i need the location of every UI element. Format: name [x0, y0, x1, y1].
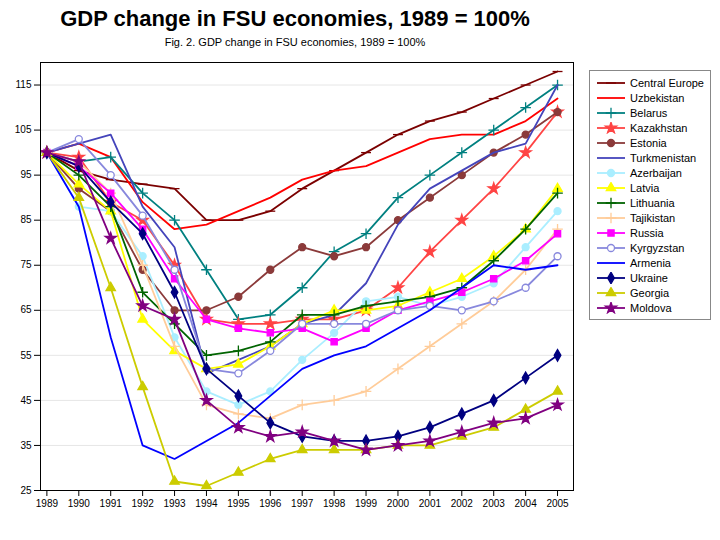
- svg-text:1990: 1990: [68, 498, 91, 509]
- svg-text:45: 45: [20, 395, 32, 406]
- svg-text:1995: 1995: [227, 498, 250, 509]
- svg-text:1997: 1997: [291, 498, 314, 509]
- svg-text:2004: 2004: [515, 498, 538, 509]
- svg-text:85: 85: [20, 214, 32, 225]
- html-text:Georgia: Georgia: [630, 286, 670, 299]
- svg-text:2002: 2002: [451, 498, 474, 509]
- html-text:Uzbekistan: Uzbekistan: [630, 91, 685, 104]
- svg-text:55: 55: [20, 350, 32, 361]
- html-text:Belarus: Belarus: [630, 106, 668, 119]
- svg-text:25: 25: [20, 485, 32, 496]
- svg-text:1993: 1993: [163, 498, 186, 509]
- svg-text:1991: 1991: [100, 498, 123, 509]
- html-text:Kyrgyzstan: Kyrgyzstan: [630, 241, 685, 254]
- html-text:Turkmenistan: Turkmenistan: [630, 151, 697, 164]
- svg-text:2000: 2000: [387, 498, 410, 509]
- html-text:Azerbaijan: Azerbaijan: [630, 166, 682, 179]
- html-text:Ukraine: Ukraine: [630, 271, 668, 284]
- html-text:Kazakhstan: Kazakhstan: [630, 121, 688, 134]
- html-text:Armenia: Armenia: [630, 256, 671, 269]
- html-text:Latvia: Latvia: [630, 181, 660, 194]
- svg-text:1998: 1998: [323, 498, 346, 509]
- html-text:Estonia: Estonia: [630, 136, 667, 149]
- html-text:Central Europe: Central Europe: [630, 76, 704, 89]
- html-text:Tajikistan: Tajikistan: [630, 211, 676, 224]
- html-text:Lithuania: Lithuania: [630, 196, 675, 209]
- svg-text:2003: 2003: [483, 498, 506, 509]
- svg-text:115: 115: [16, 79, 32, 90]
- svg-text:95: 95: [20, 169, 32, 180]
- svg-text:1989: 1989: [36, 498, 59, 509]
- svg-text:75: 75: [20, 259, 32, 270]
- svg-text:1999: 1999: [355, 498, 378, 509]
- svg-text:1996: 1996: [259, 498, 282, 509]
- svg-text:2005: 2005: [546, 498, 569, 509]
- html-text:Moldova: Moldova: [630, 301, 672, 314]
- svg-text:1992: 1992: [132, 498, 155, 509]
- svg-text:65: 65: [20, 304, 32, 315]
- svg-text:35: 35: [20, 440, 32, 451]
- svg-text:1994: 1994: [195, 498, 218, 509]
- html-text:GDP change in FSU economies, 1: GDP change in FSU economies, 1989 = 100%: [60, 6, 530, 31]
- html-text:Fig. 2. GDP change in FSU econ: Fig. 2. GDP change in FSU economies, 198…: [164, 36, 426, 48]
- svg-text:2001: 2001: [419, 498, 442, 509]
- svg-text:105: 105: [15, 124, 32, 135]
- html-text:Russia: Russia: [630, 226, 664, 239]
